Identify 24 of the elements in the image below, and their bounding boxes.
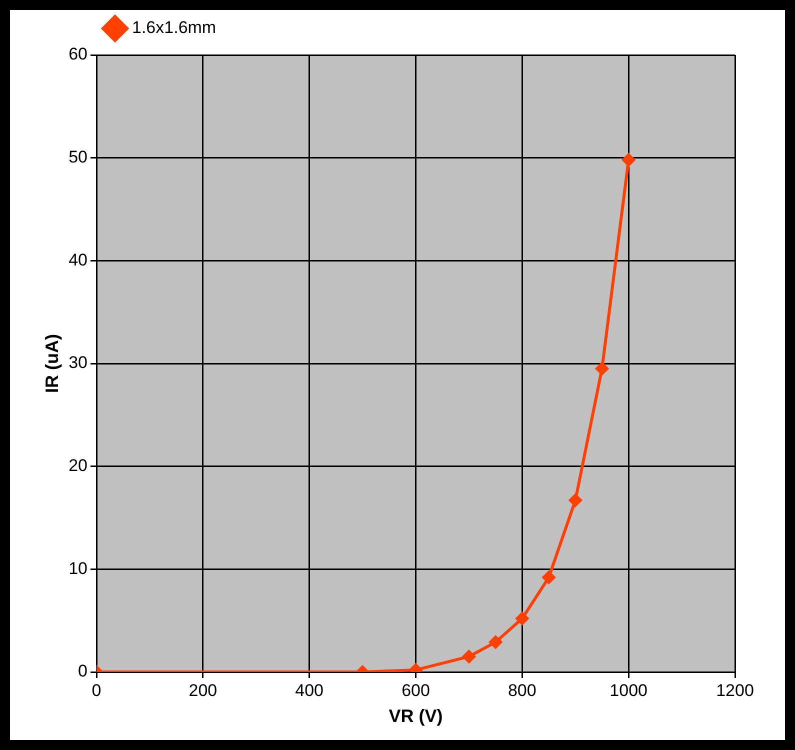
- point: [595, 362, 608, 376]
- x-tick-label: 600: [402, 680, 430, 700]
- y-tick-label: 40: [68, 250, 88, 270]
- y-tick-label: 50: [68, 148, 88, 167]
- y-tick-label: 0: [78, 662, 88, 681]
- point: [516, 612, 529, 626]
- y-tick-label: 10: [68, 558, 88, 578]
- y-tick-label: 30: [68, 353, 88, 372]
- point: [542, 570, 556, 584]
- x-tick-label: 200: [188, 680, 218, 700]
- point: [489, 636, 502, 649]
- y-axis-title: IR (uA): [42, 334, 62, 393]
- point: [622, 153, 636, 166]
- y-tick-label: 20: [68, 456, 88, 476]
- point: [462, 650, 476, 664]
- x-tick-label: 400: [295, 680, 324, 700]
- x-tick-label: 1000: [610, 680, 648, 700]
- point: [568, 494, 582, 507]
- y-tick-label: 60: [68, 44, 88, 64]
- x-tick-label: 1200: [716, 680, 754, 700]
- x-tick-label: 0: [92, 680, 102, 700]
- legend-label: 1.6x1.6mm: [132, 18, 216, 38]
- x-tick-label: 800: [508, 680, 536, 700]
- x-axis-title: VR (V): [388, 706, 443, 726]
